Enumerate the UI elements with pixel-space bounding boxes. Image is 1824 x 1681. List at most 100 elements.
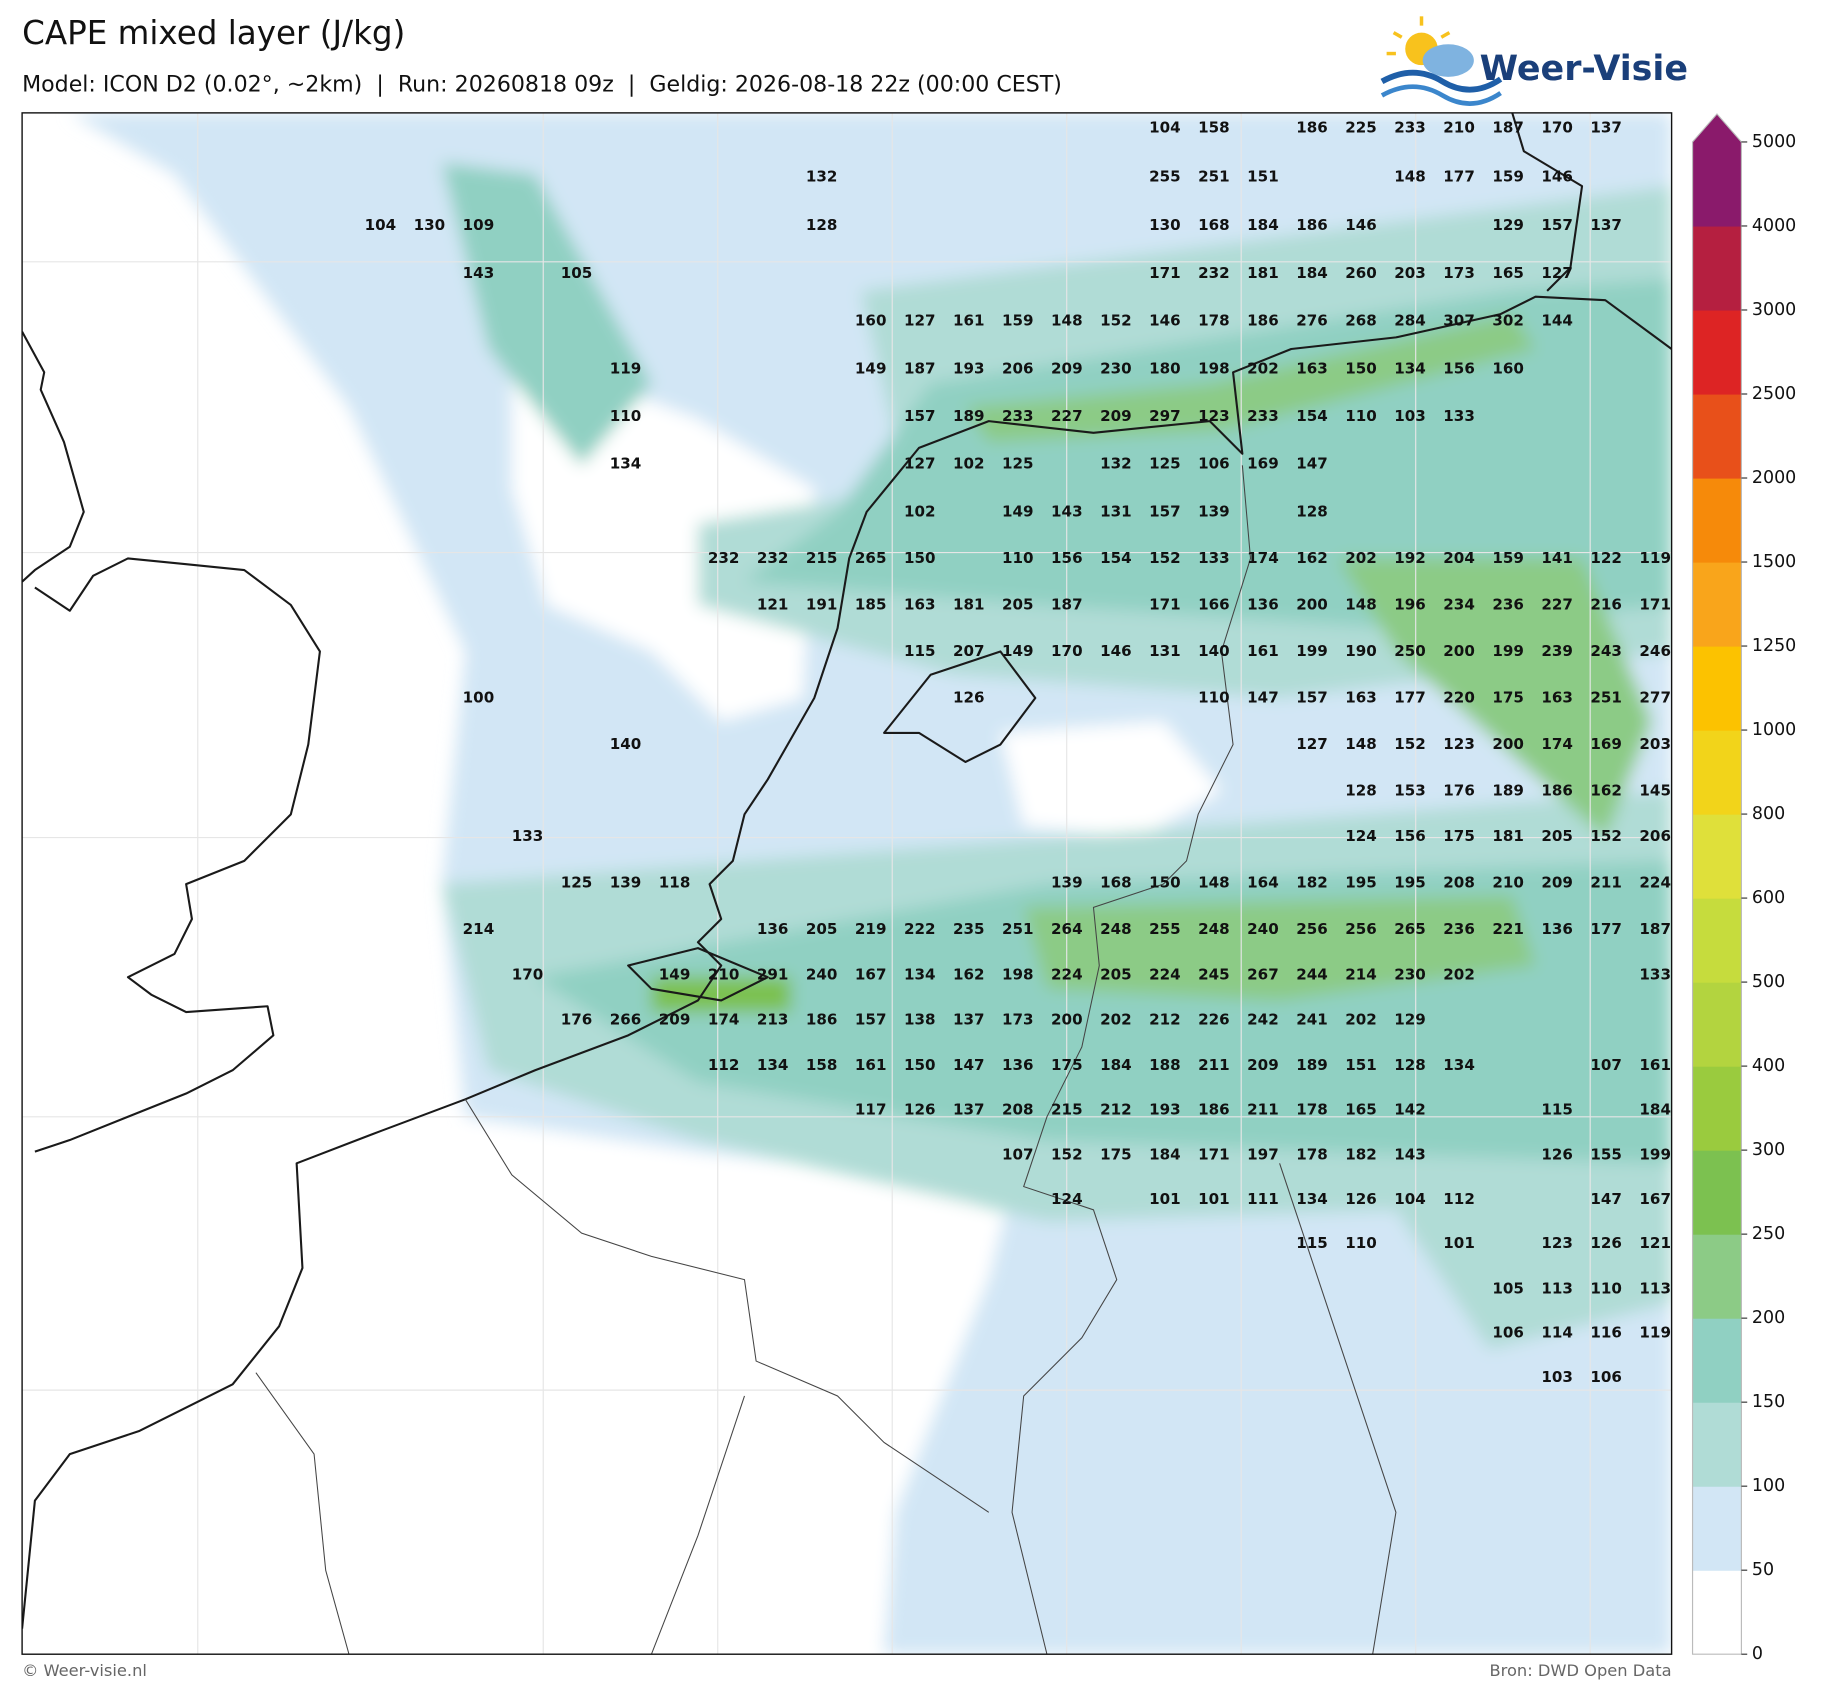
value-label: 187	[1051, 595, 1083, 613]
value-label: 113	[1541, 1279, 1573, 1297]
value-label: 178	[1296, 1146, 1328, 1164]
value-label: 124	[1345, 827, 1377, 845]
value-label: 267	[1247, 965, 1279, 983]
value-label: 202	[1345, 549, 1377, 567]
value-label: 256	[1296, 920, 1328, 938]
value-label: 147	[1247, 689, 1279, 707]
value-label: 246	[1639, 642, 1671, 660]
value-label: 167	[1639, 1190, 1671, 1208]
value-label: 200	[1051, 1011, 1083, 1029]
value-label: 157	[1149, 502, 1181, 520]
value-label: 265	[855, 549, 887, 567]
value-label: 157	[1541, 216, 1573, 234]
map: 104 158 186 225 233 210 187 170 137 132 255 251 151 1…	[22, 112, 1672, 1655]
colorbar-band	[1692, 141, 1742, 227]
value-label: 136	[757, 920, 789, 938]
value-label: 265	[1394, 920, 1426, 938]
value-label: 161	[1639, 1056, 1671, 1074]
value-label: 162	[953, 965, 985, 983]
colorbar-band	[1692, 982, 1742, 1067]
value-label: 139	[610, 873, 642, 891]
value-label: 291	[757, 965, 789, 983]
value-label: 100	[463, 689, 495, 707]
value-label: 196	[1394, 595, 1426, 613]
value-labels: 104 158 186 225 233 210 187 170 137 132 255 251 151 1…	[365, 119, 1671, 1386]
value-label: 170	[1051, 642, 1083, 660]
value-label: 152	[1590, 827, 1622, 845]
value-label: 177	[1590, 920, 1622, 938]
value-label: 193	[1149, 1100, 1181, 1118]
colorbar-tick-label: 1000	[1752, 720, 1796, 740]
value-label: 186	[1296, 119, 1328, 137]
value-label: 268	[1345, 312, 1377, 330]
value-label: 211	[1590, 873, 1622, 891]
value-label: 224	[1051, 965, 1083, 983]
value-label: 126	[1345, 1190, 1377, 1208]
value-label: 125	[1002, 455, 1034, 473]
value-label: 205	[1002, 595, 1034, 613]
value-label: 148	[1394, 167, 1426, 185]
value-label: 203	[1394, 264, 1426, 282]
value-label: 162	[1296, 549, 1328, 567]
value-label: 148	[1345, 595, 1377, 613]
value-label: 227	[1541, 595, 1573, 613]
value-label: 170	[1541, 119, 1573, 137]
value-label: 234	[1443, 595, 1475, 613]
value-label: 199	[1296, 642, 1328, 660]
value-label: 126	[1590, 1234, 1622, 1252]
value-label: 180	[1149, 359, 1181, 377]
value-label: 146	[1541, 167, 1573, 185]
value-label: 136	[1541, 920, 1573, 938]
value-label: 255	[1149, 167, 1181, 185]
value-label: 110	[1002, 549, 1034, 567]
colorbar-tick-label: 100	[1752, 1476, 1785, 1496]
value-label: 150	[904, 1056, 936, 1074]
value-label: 131	[1100, 502, 1132, 520]
value-label: 224	[1639, 873, 1671, 891]
logo-icon	[1380, 16, 1503, 106]
value-label: 110	[1345, 407, 1377, 425]
colorbar-band	[1692, 814, 1742, 899]
value-label: 178	[1198, 312, 1230, 330]
value-label: 158	[806, 1056, 838, 1074]
value-label: 130	[414, 216, 446, 234]
colorbar-band	[1692, 1150, 1742, 1235]
value-label: 185	[855, 595, 887, 613]
title: CAPE mixed layer (J/kg)	[22, 14, 405, 52]
colorbar-tick-label: 3000	[1752, 300, 1796, 320]
value-label: 152	[1394, 735, 1426, 753]
value-label: 157	[855, 1011, 887, 1029]
value-label: 121	[757, 595, 789, 613]
value-label: 113	[1639, 1279, 1671, 1297]
value-label: 193	[953, 359, 985, 377]
value-label: 187	[1639, 920, 1671, 938]
value-label: 215	[806, 549, 838, 567]
value-label: 277	[1639, 689, 1671, 707]
value-label: 209	[1541, 873, 1573, 891]
value-label: 177	[1394, 689, 1426, 707]
value-label: 220	[1443, 689, 1475, 707]
value-label: 188	[1149, 1056, 1181, 1074]
value-label: 233	[1394, 119, 1426, 137]
value-label: 187	[1492, 119, 1524, 137]
value-label: 161	[855, 1056, 887, 1074]
value-label: 151	[1345, 1056, 1377, 1074]
graticule	[22, 112, 1672, 1655]
value-label: 181	[1492, 827, 1524, 845]
value-label: 212	[1149, 1011, 1181, 1029]
value-label: 142	[1394, 1100, 1426, 1118]
value-label: 152	[1100, 312, 1132, 330]
value-label: 103	[1394, 407, 1426, 425]
colorbar-band	[1692, 1066, 1742, 1151]
value-label: 103	[1541, 1368, 1573, 1386]
value-label: 134	[757, 1056, 789, 1074]
value-label: 137	[1590, 119, 1622, 137]
colorbar-band	[1692, 1570, 1742, 1655]
value-label: 240	[1247, 920, 1279, 938]
colorbar-tick-label: 1250	[1752, 636, 1796, 656]
value-label: 115	[904, 642, 936, 660]
value-label: 105	[561, 264, 593, 282]
value-label: 186	[1247, 312, 1279, 330]
value-label: 205	[1541, 827, 1573, 845]
